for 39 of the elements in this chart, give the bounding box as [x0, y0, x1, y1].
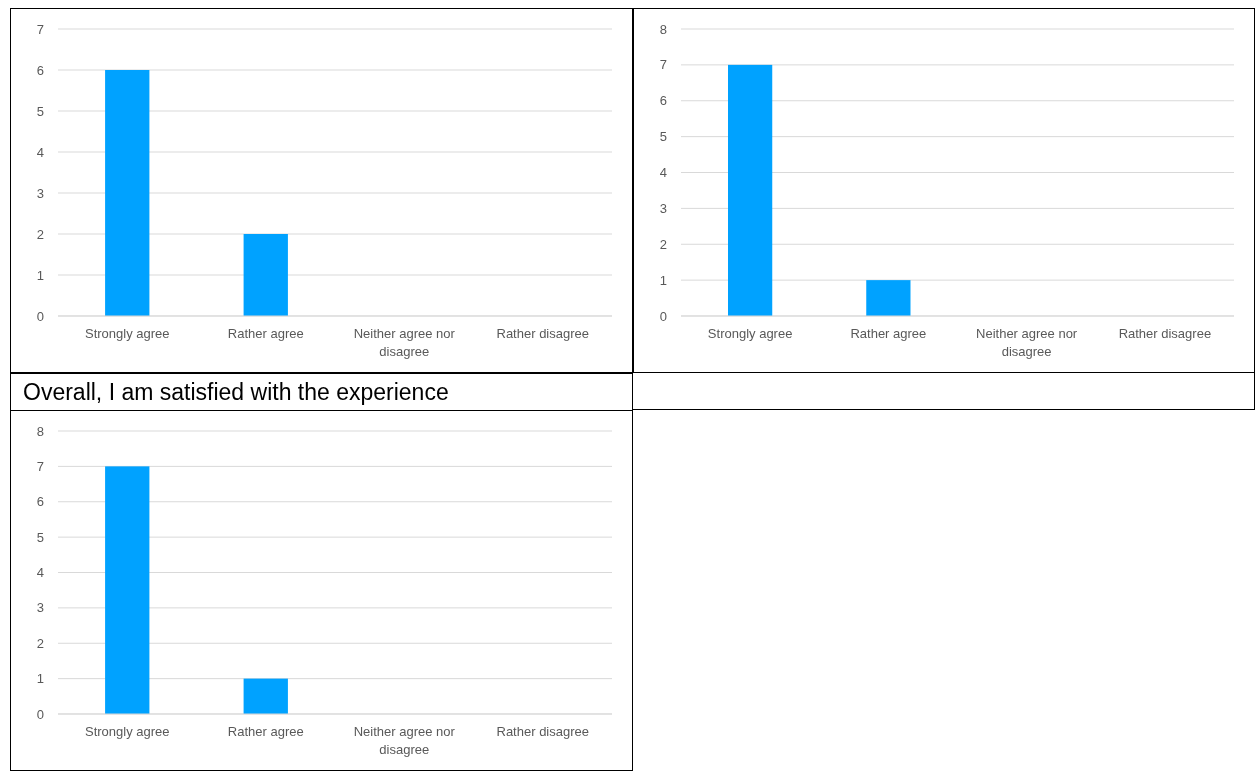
y-tick-label: 3 [659, 200, 667, 216]
x-tick-label: Strongly agree [84, 326, 170, 341]
y-tick-label: 5 [659, 129, 667, 145]
y-tick-label: 7 [36, 458, 44, 474]
y-tick-label: 1 [659, 272, 667, 288]
y-tick-label: 1 [36, 671, 44, 687]
chart-title: Overall, I am satisfied with the experience [11, 374, 632, 411]
y-tick-label: 7 [659, 57, 667, 73]
y-tick-label: 2 [659, 236, 667, 252]
y-tick-label: 2 [36, 635, 44, 651]
y-tick-label: 2 [36, 226, 44, 242]
y-tick-label: 3 [36, 600, 44, 616]
y-tick-label: 7 [36, 21, 44, 37]
y-tick-label: 6 [659, 93, 667, 109]
x-tick-label: Rather disagree [1118, 326, 1212, 341]
y-tick-label: 5 [36, 103, 44, 119]
y-tick-label: 4 [36, 144, 44, 160]
x-tick-label: Rather disagree [496, 724, 589, 739]
x-tick-label: Neither agree nor disagree [353, 724, 456, 757]
y-tick-label: 5 [36, 529, 44, 545]
y-tick-label: 0 [36, 308, 44, 324]
x-tick-label: Neither agree nor disagree [353, 326, 456, 359]
x-tick-label: Neither agree nor disagree [976, 326, 1078, 359]
y-tick-label: 3 [36, 185, 44, 201]
y-tick-label: 0 [36, 706, 44, 722]
x-tick-label: Rather agree [227, 724, 304, 739]
y-tick-label: 6 [36, 62, 44, 78]
y-tick-label: 6 [36, 494, 44, 510]
x-tick-label: Rather disagree [496, 326, 589, 341]
x-tick-label: Strongly agree [707, 326, 793, 341]
y-tick-label: 4 [36, 565, 44, 581]
y-tick-label: 8 [36, 423, 44, 439]
y-tick-label: 8 [659, 21, 667, 37]
x-tick-label: Rather agree [850, 326, 927, 341]
y-tick-label: 1 [36, 267, 44, 283]
x-tick-label: Strongly agree [84, 724, 170, 739]
y-tick-label: 0 [659, 308, 667, 324]
y-tick-label: 4 [659, 165, 667, 181]
x-tick-label: Rather agree [227, 326, 304, 341]
